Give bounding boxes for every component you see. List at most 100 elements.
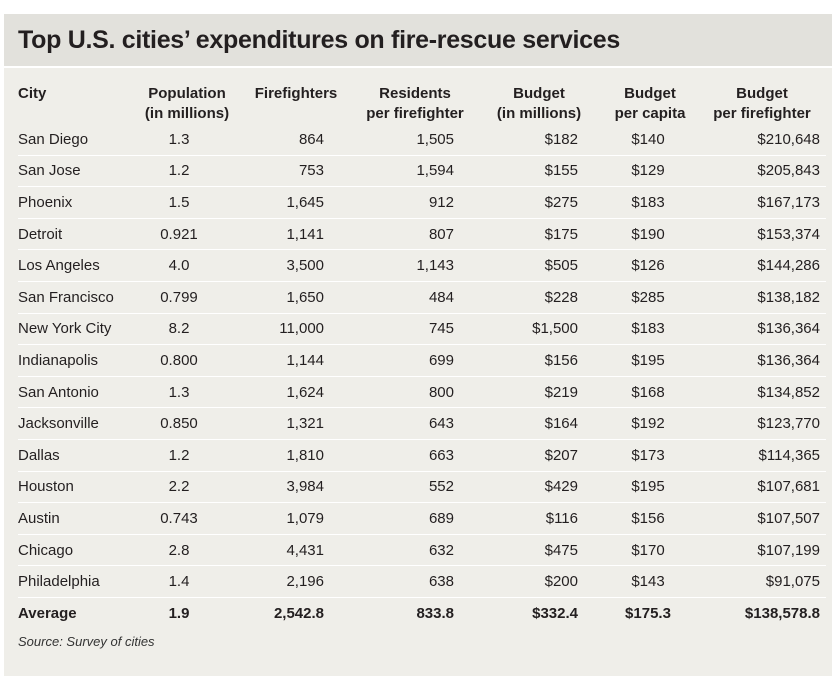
cell-per-capita: $285: [602, 281, 702, 314]
cell-population: 1.3: [136, 124, 242, 156]
table-row: Indianapolis 0.800 1,144 699 $156 $195 $136,36…: [18, 344, 826, 377]
cell-per-capita: $183: [602, 313, 702, 346]
cell-city: Philadelphia: [18, 565, 136, 598]
header-population-line1: Population: [148, 85, 226, 102]
cell-city: Indianapolis: [18, 344, 136, 377]
cell-population: 2.2: [136, 471, 242, 504]
cell-per-capita: $170: [602, 534, 702, 567]
title-bar: Top U.S. cities’ expenditures on fire-re…: [4, 14, 832, 66]
cell-per-capita: $143: [602, 565, 702, 598]
cell-per-firefighter: $107,199: [702, 534, 826, 567]
cell-budget: $200: [480, 565, 602, 598]
cell-firefighters: 1,810: [242, 439, 354, 472]
average-row: Average 1.9 2,542.8 833.8 $332.4 $175.3 $138,5…: [18, 597, 826, 628]
cell-per-capita: $173: [602, 439, 702, 472]
cell-per-capita: $129: [602, 155, 702, 188]
cell-per-firefighter: $144,286: [702, 249, 826, 282]
cell-city: San Diego: [18, 124, 136, 156]
cell-firefighters: 1,624: [242, 376, 354, 409]
cell-budget: $175: [480, 218, 602, 251]
header-firefighters-label: Firefighters: [254, 85, 338, 102]
table-row: Jacksonville 0.850 1,321 643 $164 $192 $123,77…: [18, 407, 826, 440]
cell-city: San Jose: [18, 155, 136, 188]
table-body: San Diego 1.3 864 1,505 $182 $140 $210,648 San …: [18, 124, 826, 629]
cell-per-capita: $140: [602, 124, 702, 156]
cell-residents: 1,143: [354, 249, 480, 282]
cell-per-capita: $190: [602, 218, 702, 251]
average-cell-residents: 833.8: [416, 604, 454, 622]
cell-budget: $116: [480, 502, 602, 535]
table-row: San Francisco 0.799 1,650 484 $228 $285 $138,1…: [18, 281, 826, 314]
table-row: Philadelphia 1.4 2,196 638 $200 $143 $91,075: [18, 565, 826, 598]
cell-per-capita: $168: [602, 376, 702, 409]
header-city-label: City: [18, 85, 47, 102]
cell-budget: $505: [480, 249, 602, 282]
header-per-firefighter-line1: Budget: [736, 85, 788, 102]
header-per-capita-line2: per capita: [614, 105, 686, 122]
cell-per-firefighter: $107,507: [702, 502, 826, 535]
cell-city: Austin: [18, 502, 136, 535]
cell-residents: 663: [354, 439, 480, 472]
cell-residents: 699: [354, 344, 480, 377]
average-cell-population: 1.9: [168, 604, 190, 622]
cell-per-capita: $183: [602, 186, 702, 219]
cell-city: San Antonio: [18, 376, 136, 409]
cell-budget: $219: [480, 376, 602, 409]
average-cell-per-capita: $175.3: [625, 604, 671, 622]
cell-per-firefighter: $153,374: [702, 218, 826, 251]
cell-residents: 1,505: [354, 124, 480, 156]
average-cell-firefighters: 2,542.8: [273, 604, 324, 622]
cell-city: Phoenix: [18, 186, 136, 219]
cell-budget: $429: [480, 471, 602, 504]
average-cell-per-firefighter: $138,578.8: [744, 604, 820, 622]
source-note: Source: Survey of cities: [18, 634, 155, 649]
cell-firefighters: 1,321: [242, 407, 354, 440]
table-row: Chicago 2.8 4,431 632 $475 $170 $107,199: [18, 534, 826, 567]
cell-budget: $475: [480, 534, 602, 567]
cell-population: 1.2: [136, 439, 242, 472]
cell-firefighters: 11,000: [242, 313, 354, 346]
cell-firefighters: 2,196: [242, 565, 354, 598]
cell-budget: $155: [480, 155, 602, 188]
header-per-firefighter-line2: per firefighter: [713, 105, 811, 122]
cell-firefighters: 864: [242, 124, 354, 156]
cell-budget: $164: [480, 407, 602, 440]
header-row: City Population (in millions) Firefighte…: [18, 84, 826, 124]
cell-firefighters: 753: [242, 155, 354, 188]
cell-per-firefighter: $136,364: [702, 313, 826, 346]
chart-title: Top U.S. cities’ expenditures on fire-re…: [18, 26, 620, 54]
cell-per-capita: $195: [602, 471, 702, 504]
cell-residents: 807: [354, 218, 480, 251]
cell-budget: $182: [480, 124, 602, 156]
cell-per-capita: $195: [602, 344, 702, 377]
infographic-panel: Top U.S. cities’ expenditures on fire-re…: [4, 14, 832, 676]
header-population: Population (in millions): [136, 84, 242, 124]
table-row: Dallas 1.2 1,810 663 $207 $173 $114,365: [18, 439, 826, 472]
cell-population: 4.0: [136, 249, 242, 282]
average-cell-city: Average: [18, 604, 77, 622]
cell-population: 1.3: [136, 376, 242, 409]
cell-budget: $156: [480, 344, 602, 377]
table-row: Phoenix 1.5 1,645 912 $275 $183 $167,173: [18, 186, 826, 219]
cell-residents: 689: [354, 502, 480, 535]
cell-budget: $228: [480, 281, 602, 314]
table-row: Austin 0.743 1,079 689 $116 $156 $107,507: [18, 502, 826, 535]
cell-firefighters: 3,500: [242, 249, 354, 282]
cell-city: Jacksonville: [18, 407, 136, 440]
cell-city: New York City: [18, 313, 136, 346]
cell-city: Dallas: [18, 439, 136, 472]
cell-per-capita: $156: [602, 502, 702, 535]
cell-per-firefighter: $210,648: [702, 124, 826, 156]
cell-per-capita: $192: [602, 407, 702, 440]
table-row: San Jose 1.2 753 1,594 $155 $129 $205,843: [18, 155, 826, 188]
header-per-firefighter: Budget per firefighter: [702, 84, 826, 124]
header-population-line2: (in millions): [144, 105, 230, 122]
cell-residents: 912: [354, 186, 480, 219]
table-row: New York City 8.2 11,000 745 $1,500 $183 $136,…: [18, 313, 826, 346]
cell-population: 0.800: [136, 344, 242, 377]
header-residents: Residents per firefighter: [354, 84, 480, 124]
cell-per-firefighter: $114,365: [702, 439, 826, 472]
cell-population: 0.850: [136, 407, 242, 440]
cell-population: 0.921: [136, 218, 242, 251]
cell-population: 1.5: [136, 186, 242, 219]
